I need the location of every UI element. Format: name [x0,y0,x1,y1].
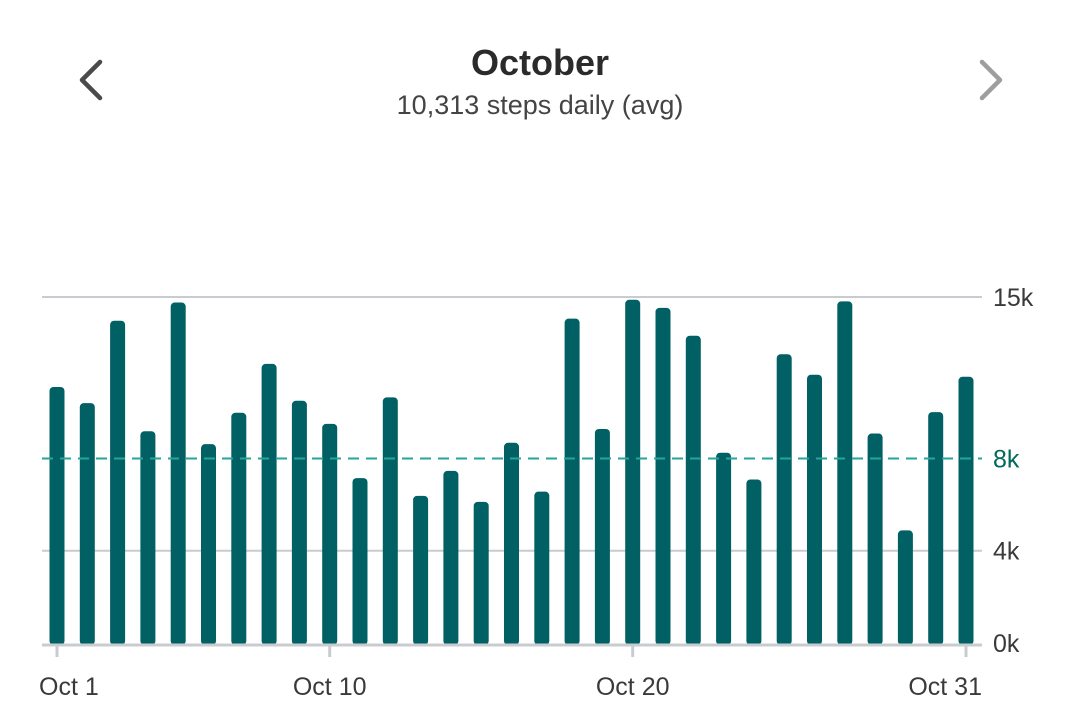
x-axis [42,643,982,657]
bar-day-30[interactable] [928,412,944,645]
bar-day-14[interactable] [443,470,459,645]
average-line-label: 8k [993,445,1020,473]
chart-subtitle: 10,313 steps daily (avg) [396,90,684,120]
bar-day-16[interactable] [504,442,519,645]
bar-day-8[interactable] [261,363,277,645]
bar-day-2[interactable] [79,403,95,645]
x-tick-label: Oct 1 [39,673,99,701]
chart-header: October 10,313 steps daily (avg) [0,0,1080,140]
bar-day-5[interactable] [170,302,186,645]
bar-day-9[interactable] [291,400,307,645]
bar-day-23[interactable] [716,452,732,645]
bar-day-11[interactable] [352,478,368,645]
bar-day-21[interactable] [655,307,671,645]
bar-day-24[interactable] [746,479,762,645]
bar-day-28[interactable] [867,433,883,645]
x-tick-label: Oct 20 [596,673,670,701]
bar-day-22[interactable] [685,335,701,645]
x-tick-label: Oct 10 [293,673,367,701]
bar-day-31[interactable] [958,376,974,645]
previous-month-button[interactable] [60,52,120,108]
chevron-left-icon [79,59,103,101]
y-tick-label: 4k [993,538,1020,566]
bar-day-6[interactable] [201,444,216,645]
bar-day-10[interactable] [322,423,338,645]
next-month-button[interactable] [962,52,1022,108]
bar-day-12[interactable] [382,397,398,645]
bar-day-29[interactable] [897,530,913,645]
bar-day-26[interactable] [807,374,822,645]
bar-day-3[interactable] [110,320,126,645]
bar-day-19[interactable] [594,428,610,645]
bar-day-27[interactable] [837,301,853,645]
axis-labels: 0k 4k 15k 8k Oct 1 Oct 10 Oct 20 Oct 31 [39,284,1034,701]
bar-day-15[interactable] [473,501,489,645]
bar-day-13[interactable] [413,495,429,645]
bar-day-18[interactable] [564,318,580,645]
bar-day-7[interactable] [231,412,247,645]
bar-day-17[interactable] [534,491,550,645]
chevron-right-icon [979,59,1003,101]
y-tick-label: 15k [993,284,1034,312]
bars [42,299,982,645]
bar-day-1[interactable] [49,386,65,645]
chart-title: October [470,42,610,83]
bar-day-25[interactable] [776,354,792,645]
bar-day-4[interactable] [140,431,156,645]
bar-day-20[interactable] [625,299,641,645]
y-tick-label: 0k [993,630,1020,658]
x-tick-label: Oct 31 [908,673,982,701]
